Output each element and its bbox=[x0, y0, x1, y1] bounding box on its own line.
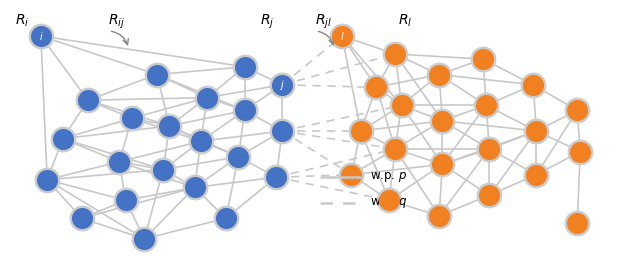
Point bbox=[36, 34, 46, 38]
Point bbox=[239, 108, 250, 113]
Point bbox=[434, 72, 444, 77]
Point bbox=[531, 173, 541, 177]
Point bbox=[77, 216, 87, 220]
Point bbox=[277, 129, 287, 133]
Point bbox=[337, 34, 347, 38]
Point bbox=[42, 178, 52, 182]
Point bbox=[58, 137, 68, 141]
Point bbox=[396, 103, 406, 107]
Point bbox=[572, 108, 582, 113]
Point bbox=[271, 175, 281, 179]
Point bbox=[437, 119, 447, 123]
Point bbox=[221, 216, 231, 220]
Point bbox=[371, 85, 381, 89]
Point bbox=[140, 237, 150, 241]
Text: $R_{jl}$: $R_{jl}$ bbox=[315, 13, 332, 31]
Text: $R_{ij}$: $R_{ij}$ bbox=[108, 13, 125, 31]
Point bbox=[77, 216, 87, 220]
Point bbox=[481, 103, 492, 107]
Point bbox=[234, 155, 244, 159]
Point bbox=[196, 139, 206, 143]
Point bbox=[390, 147, 401, 151]
Point bbox=[271, 175, 281, 179]
Point bbox=[531, 173, 541, 177]
Point bbox=[481, 103, 492, 107]
Point bbox=[83, 98, 93, 102]
Point bbox=[83, 98, 93, 102]
Point bbox=[58, 137, 68, 141]
Text: $R_i$: $R_i$ bbox=[15, 13, 29, 29]
Point bbox=[434, 214, 444, 218]
Point bbox=[484, 147, 495, 151]
Point bbox=[437, 119, 447, 123]
Point bbox=[478, 57, 488, 61]
Point bbox=[127, 116, 137, 120]
Text: w.p. $p$: w.p. $p$ bbox=[370, 170, 408, 184]
Point bbox=[572, 221, 582, 226]
Point bbox=[152, 72, 162, 77]
Point bbox=[575, 149, 586, 154]
Point bbox=[356, 129, 366, 133]
Point bbox=[437, 162, 447, 166]
Point bbox=[371, 85, 381, 89]
Point bbox=[390, 52, 401, 56]
Point bbox=[337, 34, 347, 38]
Point bbox=[434, 214, 444, 218]
Point bbox=[277, 83, 287, 87]
Point bbox=[384, 198, 394, 203]
Point bbox=[189, 185, 200, 190]
Point bbox=[234, 155, 244, 159]
Point bbox=[114, 160, 124, 164]
Point bbox=[531, 129, 541, 133]
Point bbox=[484, 147, 495, 151]
Point bbox=[356, 129, 366, 133]
Point bbox=[239, 108, 250, 113]
Point bbox=[164, 124, 175, 128]
Point bbox=[277, 83, 287, 87]
Text: $R_l$: $R_l$ bbox=[397, 13, 412, 29]
Point bbox=[202, 96, 212, 100]
Point bbox=[36, 34, 46, 38]
Point bbox=[531, 129, 541, 133]
Point bbox=[152, 72, 162, 77]
Point bbox=[239, 65, 250, 69]
Point bbox=[528, 83, 538, 87]
Point bbox=[396, 103, 406, 107]
Point bbox=[120, 198, 131, 203]
Point bbox=[478, 57, 488, 61]
Point bbox=[434, 72, 444, 77]
Point bbox=[189, 185, 200, 190]
Point bbox=[437, 162, 447, 166]
Point bbox=[572, 108, 582, 113]
Point bbox=[196, 139, 206, 143]
Point bbox=[42, 178, 52, 182]
Point bbox=[390, 147, 401, 151]
Point bbox=[140, 237, 150, 241]
Text: w.p. $q$: w.p. $q$ bbox=[370, 196, 408, 210]
Point bbox=[127, 116, 137, 120]
Text: $i$: $i$ bbox=[38, 30, 44, 42]
Point bbox=[572, 221, 582, 226]
Point bbox=[277, 129, 287, 133]
Point bbox=[202, 96, 212, 100]
Point bbox=[221, 216, 231, 220]
Point bbox=[346, 173, 356, 177]
Point bbox=[384, 198, 394, 203]
Point bbox=[484, 193, 495, 197]
Point bbox=[239, 65, 250, 69]
Point bbox=[114, 160, 124, 164]
Point bbox=[390, 52, 401, 56]
Text: $j$: $j$ bbox=[280, 78, 285, 92]
Point bbox=[528, 83, 538, 87]
Point bbox=[484, 193, 495, 197]
Point bbox=[164, 124, 175, 128]
Point bbox=[158, 167, 168, 172]
Point bbox=[158, 167, 168, 172]
Text: $R_j$: $R_j$ bbox=[259, 13, 274, 31]
Point bbox=[346, 173, 356, 177]
Text: $l$: $l$ bbox=[340, 30, 344, 42]
Point bbox=[120, 198, 131, 203]
Point bbox=[575, 149, 586, 154]
